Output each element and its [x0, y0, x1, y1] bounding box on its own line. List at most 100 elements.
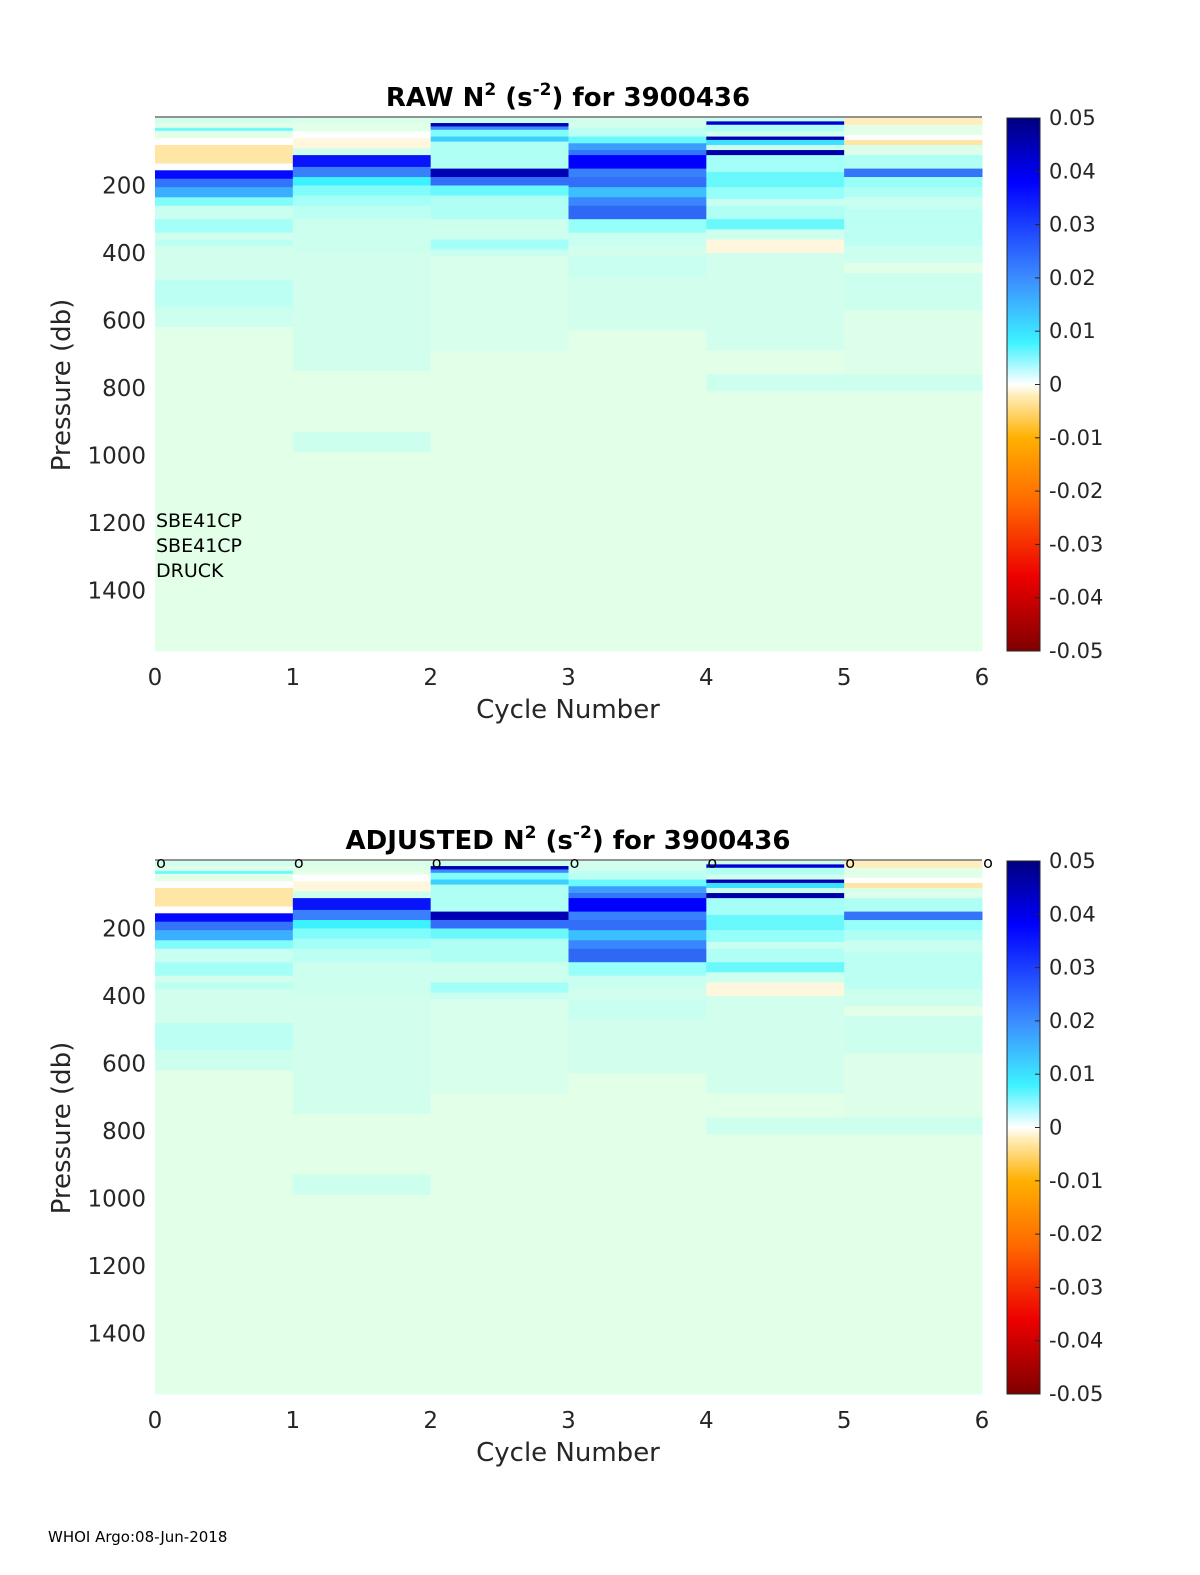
- cycle-marker: o: [156, 853, 166, 872]
- heatmap-cell-c1-6: [292, 909, 432, 921]
- heatmap-cell-c3-16: [568, 1073, 707, 1395]
- heatmap-cell-c2-9: [430, 938, 569, 963]
- heatmap-cell-c2-11: [430, 239, 569, 250]
- heatmap-cell-c4-4: [706, 879, 845, 884]
- heatmap-cell-c2-4: [430, 879, 569, 886]
- heatmap-cell-c1-4: [292, 148, 432, 156]
- heatmap-cell-c4-0: [706, 861, 845, 865]
- heatmap-cell-c4-15: [706, 982, 845, 997]
- heatmap-cell-c5-17: [844, 391, 983, 652]
- heatmap-cell-c0-1: [155, 866, 294, 870]
- y-tick-label: 1200: [87, 511, 146, 537]
- colorbar-tick-label: -0.02: [1049, 479, 1103, 503]
- heatmap-cell-c4-14: [706, 229, 845, 240]
- heatmap-cell-c2-2: [430, 126, 569, 131]
- heatmap-cell-c2-5: [430, 884, 569, 913]
- heatmap-cell-c0-10: [155, 930, 294, 941]
- heatmap-cell-c2-1: [430, 866, 569, 870]
- x-tick-label: 0: [148, 665, 163, 691]
- raw-y-ticks: 200 400 600 800 1000 1200 1400: [87, 173, 146, 604]
- heatmap-cell-c4-9: [706, 914, 845, 931]
- cycle-marker: o: [707, 853, 717, 872]
- heatmap-cell-c5-4: [844, 144, 983, 149]
- heatmap-cell-c3-5: [568, 898, 707, 913]
- heatmap-cell-c5-14: [844, 273, 983, 311]
- sensor-annotation-1: SBE41CP: [156, 510, 242, 532]
- heatmap-cell-c5-2: [844, 877, 983, 884]
- adjusted-panel: ADJUSTED N2 (s-2) for 3900436 0 1 2 3 4 5 6 20…: [47, 823, 1103, 1468]
- heatmap-cell-c3-14: [568, 999, 707, 1020]
- y-tick-label: 200: [102, 173, 146, 199]
- x-tick-label: 1: [286, 665, 301, 691]
- heatmap-cell-c5-16: [844, 1117, 983, 1135]
- heatmap-cell-c3-12: [568, 232, 707, 247]
- heatmap-cell-c0-16: [155, 989, 294, 1024]
- heatmap-cell-c0-14: [155, 975, 294, 983]
- y-tick-label: 1400: [87, 1321, 146, 1347]
- x-tick-label: 3: [561, 1408, 576, 1434]
- colorbar-tick-label: 0.05: [1049, 106, 1096, 130]
- heatmap-cell-c3-13: [568, 246, 707, 257]
- adjusted-colorbar-ticks: 0.05 0.04 0.03 0.02 0.01 0 -0.01 -0.02 -0.03 -0.0…: [1035, 849, 1103, 1406]
- heatmap-cell-c5-3: [844, 882, 983, 889]
- y-tick-label: 200: [102, 916, 146, 942]
- heatmap-cell-c0-10: [155, 187, 294, 198]
- colorbar-tick-label: -0.01: [1049, 1169, 1103, 1193]
- heatmap-cell-c5-16: [844, 374, 983, 392]
- y-tick-label: 1000: [87, 1186, 146, 1212]
- heatmap-cell-c3-5: [568, 155, 707, 170]
- raw-panel: RAW N2 (s-2) for 3900436 0 1 2 3 4 5 6 200 400 6…: [47, 80, 1103, 725]
- raw-heatmap: [155, 118, 983, 652]
- heatmap-cell-c4-19: [706, 1134, 845, 1395]
- heatmap-cell-c5-12: [844, 246, 983, 264]
- heatmap-cell-c0-13: [155, 962, 294, 977]
- heatmap-cell-c0-9: [155, 178, 294, 188]
- heatmap-cell-c2-1: [430, 123, 569, 127]
- colorbar-tick-label: 0.03: [1049, 956, 1096, 980]
- x-tick-label: 4: [699, 1408, 714, 1434]
- heatmap-cell-c1-14: [292, 431, 432, 453]
- y-tick-label: 400: [102, 984, 146, 1010]
- heatmap-cell-c2-9: [430, 195, 569, 220]
- raw-title: RAW N2 (s-2) for 3900436: [386, 80, 750, 113]
- raw-x-ticks: 0 1 2 3 4 5 6: [148, 665, 990, 691]
- colorbar-tick-label: -0.01: [1049, 426, 1103, 450]
- y-tick-label: 1200: [87, 1254, 146, 1280]
- heatmap-cell-c1-12: [292, 252, 432, 372]
- heatmap-cell-c1-8: [292, 185, 432, 196]
- heatmap-cell-c5-6: [844, 898, 983, 913]
- colorbar-tick-label: -0.03: [1049, 1275, 1103, 1299]
- heatmap-cell-c0-15: [155, 982, 294, 990]
- colorbar-tick-label: 0.02: [1049, 1009, 1096, 1033]
- heatmap-cell-c2-8: [430, 928, 569, 939]
- heatmap-cell-c5-1: [844, 124, 983, 136]
- heatmap-cell-c2-12: [430, 249, 569, 257]
- heatmap-cell-c4-11: [706, 198, 845, 207]
- heatmap-cell-c4-15: [706, 239, 845, 254]
- heatmap-cell-c5-8: [844, 920, 983, 931]
- heatmap-cell-c0-0: [155, 861, 294, 867]
- heatmap-cell-c5-17: [844, 1134, 983, 1395]
- colorbar-tick-label: -0.05: [1049, 639, 1103, 663]
- heatmap-cell-c2-3: [430, 872, 569, 880]
- heatmap-cell-c0-2: [155, 126, 294, 129]
- heatmap-cell-c0-18: [155, 1049, 294, 1071]
- colorbar-tick-label: -0.05: [1049, 1382, 1103, 1406]
- heatmap-cell-c3-15: [568, 1019, 707, 1074]
- heatmap-cell-c1-15: [292, 451, 432, 652]
- adjusted-x-axis-label: Cycle Number: [476, 1438, 660, 1468]
- heatmap-cell-c3-10: [568, 205, 707, 220]
- heatmap-cell-c2-10: [430, 219, 569, 240]
- heatmap-cell-c2-7: [430, 920, 569, 929]
- heatmap-cell-c0-6: [155, 144, 294, 164]
- heatmap-cell-c4-6: [706, 887, 845, 894]
- heatmap-cell-c1-3: [292, 138, 432, 149]
- heatmap-cell-c2-10: [430, 962, 569, 983]
- adjusted-title: ADJUSTED N2 (s-2) for 3900436: [346, 823, 791, 856]
- heatmap-cell-c5-11: [844, 952, 983, 990]
- heatmap-cell-c4-8: [706, 898, 845, 916]
- heatmap-cell-c1-9: [292, 195, 432, 207]
- heatmap-cell-c5-2: [844, 134, 983, 141]
- heatmap-cell-c5-14: [844, 1016, 983, 1054]
- heatmap-cell-c5-8: [844, 177, 983, 188]
